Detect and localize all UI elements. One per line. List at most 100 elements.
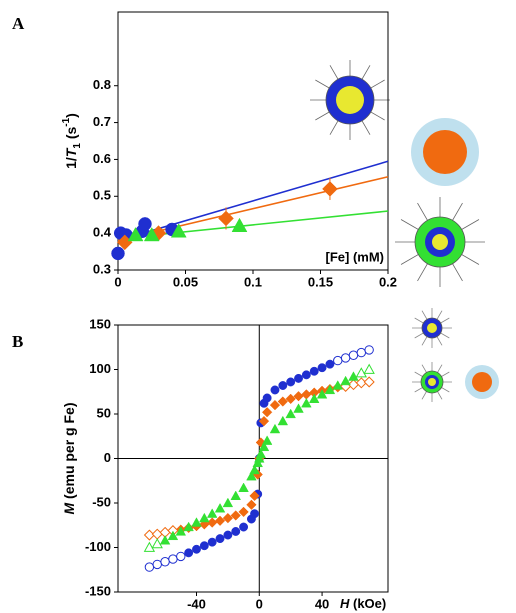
data-point bbox=[332, 380, 344, 390]
data-point bbox=[191, 517, 202, 527]
y-tick-label: 100 bbox=[89, 361, 111, 376]
x-tick-label: 0.1 bbox=[244, 274, 262, 289]
x-axis-label-part: (kOe) bbox=[349, 596, 386, 611]
data-point bbox=[285, 393, 296, 405]
data-point bbox=[363, 363, 375, 374]
y-axis-label: 1/T1 (s-1) bbox=[61, 113, 83, 169]
x-tick-label: 0 bbox=[256, 596, 263, 611]
data-point bbox=[286, 377, 296, 387]
x-axis-label: H (kOe) bbox=[340, 596, 386, 611]
data-point bbox=[151, 528, 163, 540]
x-tick-label: 40 bbox=[315, 596, 329, 611]
data-point bbox=[175, 526, 187, 536]
particle-blue-small bbox=[412, 308, 452, 348]
y-tick-label: -100 bbox=[85, 539, 111, 554]
data-point bbox=[214, 515, 226, 526]
x-axis-label: [Fe] (mM) bbox=[326, 249, 385, 264]
y-tick-label: 0.7 bbox=[93, 114, 111, 129]
y-tick-label: 0.3 bbox=[93, 261, 111, 276]
data-point bbox=[183, 521, 194, 532]
data-point bbox=[258, 415, 270, 427]
data-point bbox=[255, 448, 267, 459]
data-point bbox=[363, 376, 375, 388]
x-tick-label: 0.2 bbox=[379, 274, 397, 289]
x-tick-label: 0.05 bbox=[173, 274, 198, 289]
data-point bbox=[127, 226, 144, 242]
particle-illustrations bbox=[310, 60, 499, 402]
data-point bbox=[151, 538, 163, 549]
data-point bbox=[231, 217, 248, 233]
data-point bbox=[223, 530, 233, 540]
y-axis-label-part: M bbox=[61, 503, 77, 515]
data-point bbox=[170, 223, 187, 238]
particle-orange-small bbox=[465, 365, 499, 399]
data-point bbox=[261, 407, 273, 418]
particle-blue-large bbox=[310, 60, 390, 140]
data-point bbox=[340, 353, 351, 363]
data-point bbox=[258, 441, 270, 452]
y-axis-label-part: T bbox=[63, 147, 79, 157]
data-point bbox=[262, 393, 272, 403]
particle-green-small bbox=[412, 362, 452, 402]
data-point bbox=[250, 509, 260, 519]
data-point bbox=[294, 373, 303, 383]
data-point bbox=[249, 490, 260, 502]
panel-label: A bbox=[12, 14, 25, 33]
x-tick-label: -40 bbox=[187, 596, 206, 611]
data-point bbox=[277, 396, 289, 407]
y-tick-label: 0.8 bbox=[93, 77, 111, 92]
x-tick-label: 0 bbox=[114, 274, 121, 289]
data-point bbox=[230, 490, 241, 500]
data-point bbox=[231, 527, 241, 536]
data-point bbox=[160, 557, 170, 567]
x-axis-label-part: H bbox=[340, 596, 350, 611]
data-point bbox=[246, 499, 257, 510]
data-point bbox=[355, 367, 367, 378]
y-axis-label-part: 1/ bbox=[63, 157, 79, 169]
y-tick-label: 0.4 bbox=[93, 225, 112, 240]
data-point bbox=[222, 512, 234, 524]
data-point bbox=[199, 512, 210, 523]
data-point bbox=[111, 246, 125, 261]
y-tick-label: 150 bbox=[89, 316, 111, 331]
data-point bbox=[143, 226, 160, 242]
y-axis-label-part: 1 bbox=[72, 143, 83, 149]
data-point bbox=[277, 415, 289, 426]
y-tick-label: -150 bbox=[85, 583, 111, 598]
data-point bbox=[269, 423, 281, 434]
data-point bbox=[325, 359, 335, 369]
data-point bbox=[143, 541, 156, 552]
y-axis-label-part: (emu per g Fe) bbox=[61, 402, 77, 502]
y-axis-label-part: ) bbox=[63, 113, 79, 118]
data-point bbox=[206, 508, 218, 518]
data-point bbox=[184, 548, 194, 558]
data-point bbox=[144, 562, 155, 572]
y-tick-label: 50 bbox=[97, 405, 111, 420]
data-point bbox=[159, 535, 171, 545]
data-point bbox=[316, 389, 328, 399]
data-point bbox=[301, 397, 312, 408]
data-point bbox=[138, 217, 152, 231]
particle-orange-shell bbox=[411, 118, 479, 186]
data-point bbox=[218, 210, 234, 227]
data-point bbox=[356, 347, 367, 358]
data-point bbox=[238, 506, 249, 518]
panel-label: B bbox=[12, 332, 23, 351]
data-point bbox=[239, 522, 249, 532]
data-point bbox=[348, 350, 359, 360]
data-point bbox=[207, 517, 218, 528]
data-point bbox=[192, 544, 201, 554]
data-point bbox=[270, 385, 280, 395]
data-point bbox=[322, 181, 338, 197]
data-point bbox=[340, 375, 351, 386]
data-point bbox=[269, 399, 281, 411]
data-point bbox=[293, 403, 304, 413]
x-tick-label: 0.15 bbox=[308, 274, 333, 289]
data-point bbox=[176, 551, 186, 562]
y-tick-label: -50 bbox=[92, 494, 111, 509]
data-point bbox=[308, 393, 320, 403]
data-point bbox=[168, 554, 178, 564]
data-point bbox=[285, 408, 296, 419]
y-tick-label: 0.6 bbox=[93, 151, 111, 166]
